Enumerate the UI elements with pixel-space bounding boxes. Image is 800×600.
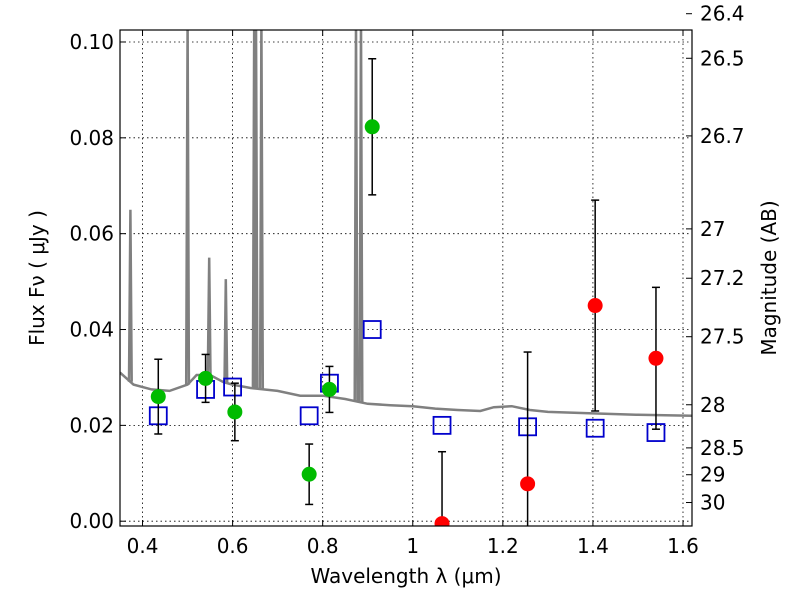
grid-lines bbox=[120, 30, 692, 526]
data-circle-point bbox=[227, 404, 243, 420]
y-tick-label: 0.06 bbox=[69, 222, 114, 246]
x-tick-label: 1.2 bbox=[487, 534, 519, 558]
data-circle-point bbox=[520, 476, 536, 492]
axis-ticks: 0.4 0.6 0.8 1 1.2 1.4 1.6 0.00 0.02 0.04 0.06 0.08 0… bbox=[69, 2, 744, 558]
model-square-point bbox=[585, 418, 605, 438]
magnitude-tick-label: 28 bbox=[700, 393, 725, 417]
data-circle-point bbox=[434, 516, 450, 526]
data-circle-point bbox=[198, 370, 214, 386]
right-axis-title: Magnitude (AB) bbox=[757, 200, 781, 355]
plot-frame bbox=[119, 29, 693, 527]
x-tick-label: 0.4 bbox=[127, 534, 159, 558]
x-tick-label: 1.4 bbox=[577, 534, 609, 558]
emission-line bbox=[353, 30, 359, 402]
photometry-points bbox=[148, 58, 666, 526]
x-tick-label: 1.6 bbox=[667, 534, 699, 558]
y-tick-label: 0.10 bbox=[69, 30, 114, 54]
magnitude-tick-label: 27.5 bbox=[700, 325, 745, 349]
x-tick-label: 0.8 bbox=[307, 534, 339, 558]
y-axis-title: Flux Fν ( μJy ) bbox=[25, 210, 49, 346]
magnitude-tick-label: 29 bbox=[700, 463, 725, 487]
emission-line bbox=[253, 30, 259, 389]
model-square-point bbox=[223, 377, 242, 397]
y-tick-label: 0.08 bbox=[69, 126, 114, 150]
data-circle-point bbox=[587, 298, 603, 314]
x-axis-title: Wavelength λ (μm) bbox=[310, 564, 501, 588]
emission-line bbox=[206, 257, 212, 376]
model-square-point bbox=[299, 406, 319, 426]
data-circle-point bbox=[321, 381, 337, 397]
data-circle-point bbox=[301, 466, 317, 482]
data-circle-point bbox=[364, 119, 380, 135]
magnitude-tick-label: 27 bbox=[700, 217, 725, 241]
magnitude-tick-label: 27.2 bbox=[700, 266, 745, 290]
y-tick-label: 0.02 bbox=[69, 413, 114, 437]
model-square-point bbox=[432, 415, 452, 435]
model-spectrum bbox=[120, 30, 692, 418]
magnitude-tick-label: 26.7 bbox=[700, 124, 745, 148]
spectrum-continuum bbox=[120, 371, 692, 418]
y-tick-label: 0.04 bbox=[69, 318, 114, 342]
magnitude-tick-label: 26.5 bbox=[700, 46, 745, 70]
data-circle-point bbox=[150, 389, 166, 405]
emission-line bbox=[223, 279, 229, 383]
magnitude-tick-label: 28.5 bbox=[700, 436, 745, 460]
x-tick-label: 1 bbox=[406, 534, 419, 558]
emission-line bbox=[127, 209, 133, 382]
y-tick-label: 0.00 bbox=[69, 509, 114, 533]
x-tick-label: 0.6 bbox=[217, 534, 249, 558]
magnitude-tick-label: 30 bbox=[700, 491, 725, 515]
emission-line bbox=[358, 30, 364, 403]
model-square-point bbox=[362, 320, 382, 339]
magnitude-tick-label: 26.4 bbox=[700, 2, 745, 26]
data-circle-point bbox=[648, 350, 664, 366]
emission-line bbox=[258, 30, 265, 390]
emission-line bbox=[184, 30, 191, 385]
